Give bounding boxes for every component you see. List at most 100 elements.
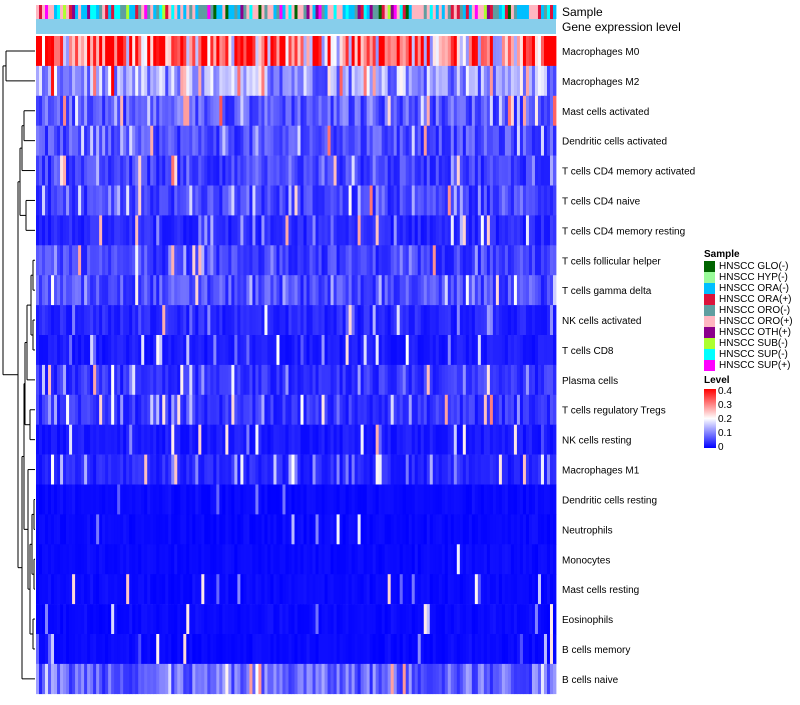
heatmap-cell xyxy=(345,663,350,695)
heatmap-cell xyxy=(54,364,58,396)
heatmap-cell xyxy=(102,454,106,485)
heatmap-cell xyxy=(486,125,491,156)
heatmap-cell xyxy=(345,454,350,485)
heatmap-cell xyxy=(375,155,380,186)
heatmap-cell xyxy=(351,394,356,425)
heatmap-cell xyxy=(318,36,322,67)
heatmap-cell xyxy=(84,604,88,635)
heatmap-cell xyxy=(297,125,301,156)
heatmap-cell xyxy=(387,215,392,246)
heatmap-cell xyxy=(57,574,61,605)
heatmap-cell xyxy=(72,125,76,156)
heatmap-cell xyxy=(420,364,425,396)
heatmap-cell xyxy=(498,95,503,126)
heatmap-cell xyxy=(174,544,178,575)
heatmap-cell xyxy=(465,574,470,605)
heatmap-cell xyxy=(306,454,310,485)
heatmap-cell xyxy=(426,245,431,276)
heatmap-cell xyxy=(417,36,422,67)
heatmap-cell xyxy=(228,245,232,276)
heatmap-cell xyxy=(171,305,175,336)
heatmap-cell xyxy=(156,185,160,216)
heatmap-cell xyxy=(465,305,470,336)
heatmap-cell xyxy=(213,454,217,485)
sample-annotation-cell xyxy=(105,5,109,19)
heatmap-cell xyxy=(36,544,40,575)
heatmap-cell xyxy=(318,574,322,605)
heatmap-cell xyxy=(363,185,368,216)
heatmap-cell xyxy=(210,185,214,216)
heatmap-cell xyxy=(267,544,271,575)
heatmap-cell xyxy=(144,634,148,665)
heatmap-cell xyxy=(423,424,428,455)
heatmap-cell xyxy=(516,36,521,67)
heatmap-cell xyxy=(138,275,142,306)
heatmap-cell xyxy=(543,574,548,605)
heatmap-cell xyxy=(489,65,494,97)
heatmap-cell xyxy=(249,65,253,97)
heatmap-cell xyxy=(288,36,292,67)
heatmap-cell xyxy=(156,95,160,126)
sample-annotation-cell xyxy=(282,5,286,19)
heatmap-cell xyxy=(243,394,247,425)
heatmap-cell xyxy=(336,514,340,545)
heatmap-cell xyxy=(474,454,479,485)
heatmap-cell xyxy=(528,65,533,97)
heatmap-cell xyxy=(396,335,401,366)
heatmap-cell xyxy=(342,275,346,306)
heatmap-cell xyxy=(375,454,380,485)
heatmap-cell xyxy=(240,155,244,186)
heatmap-cell xyxy=(315,245,319,276)
heatmap-cell xyxy=(528,305,533,336)
heatmap-cell xyxy=(552,215,557,246)
heatmap-cell xyxy=(441,604,446,635)
heatmap-cell xyxy=(495,544,500,575)
heatmap-cell xyxy=(234,634,238,665)
heatmap-cell xyxy=(102,364,106,396)
heatmap-cell xyxy=(357,275,362,306)
heatmap-cell xyxy=(321,394,325,425)
sample-legend-swatch xyxy=(704,305,715,316)
heatmap-cell xyxy=(297,394,301,425)
heatmap-cell xyxy=(375,245,380,276)
heatmap-cell xyxy=(357,364,362,396)
sample-annotation-cell xyxy=(288,5,292,19)
heatmap-cell xyxy=(387,364,392,396)
heatmap-cell xyxy=(432,245,437,276)
heatmap-cell xyxy=(333,275,337,306)
heatmap-cell xyxy=(216,125,220,156)
heatmap-cell xyxy=(285,544,289,575)
heatmap-cell xyxy=(507,65,512,97)
sample-annotation-cell xyxy=(216,5,220,19)
heatmap-cell xyxy=(465,185,470,216)
heatmap-cell xyxy=(48,95,52,126)
heatmap-cell xyxy=(252,604,256,635)
heatmap-cell xyxy=(366,335,371,366)
heatmap-cell xyxy=(96,663,100,695)
heatmap-cell xyxy=(207,424,211,455)
heatmap-cell xyxy=(360,36,365,67)
heatmap-cell xyxy=(138,424,142,455)
row-label: T cells CD8 xyxy=(562,346,614,357)
heatmap-cell xyxy=(135,65,139,97)
heatmap-cell xyxy=(84,185,88,216)
heatmap-cell xyxy=(132,305,136,336)
heatmap-cell xyxy=(57,215,61,246)
heatmap-cell xyxy=(411,424,416,455)
heatmap-cell xyxy=(363,424,368,455)
heatmap-cell xyxy=(165,275,169,306)
heatmap-cell xyxy=(51,364,55,396)
heatmap-cell xyxy=(348,305,353,336)
heatmap-cell xyxy=(396,484,401,515)
heatmap-cell xyxy=(234,95,238,126)
heatmap-cell xyxy=(252,275,256,306)
heatmap-cell xyxy=(273,424,277,455)
heatmap-cell xyxy=(219,125,223,156)
heatmap-cell xyxy=(348,65,353,97)
heatmap-cell xyxy=(258,604,262,635)
heatmap-cell xyxy=(240,215,244,246)
heatmap-cell xyxy=(510,275,515,306)
heatmap-cell xyxy=(465,604,470,635)
heatmap-cell xyxy=(39,305,43,336)
heatmap-cell xyxy=(234,364,238,396)
